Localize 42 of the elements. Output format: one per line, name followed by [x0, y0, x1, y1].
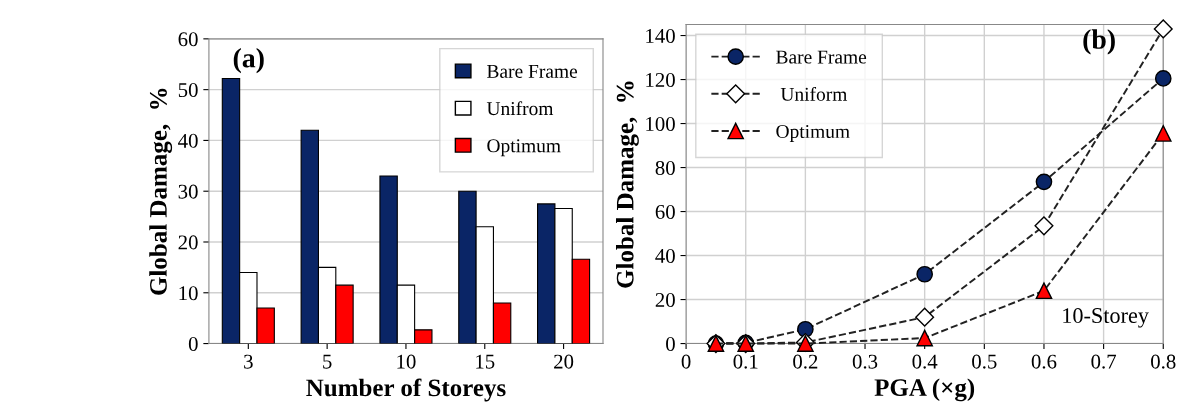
y-axis-title: Global Damage, % [149, 88, 173, 295]
x-tick-label: 15 [476, 354, 495, 369]
y-tick-label: 60 [178, 32, 198, 47]
legend-label: Uniform [780, 86, 848, 101]
x-tick-label: 0.5 [972, 354, 997, 369]
legend-label: Bare Frame [776, 50, 867, 64]
legend-label: Optimum [487, 139, 561, 157]
x-tick-label: 10 [397, 354, 416, 369]
x-tick-label: 20 [554, 354, 574, 369]
y-axis-title: Global Damage, % [616, 81, 639, 288]
y-tick-label: 40 [655, 248, 675, 263]
x-tick-label: 0 [681, 354, 691, 369]
y-tick-label: 60 [655, 204, 675, 219]
y-tick-label: 0 [188, 336, 198, 351]
x-tick-label: 0.2 [793, 354, 818, 369]
y-tick-label: 10 [179, 286, 198, 301]
x-axis-title: Number of Storeys [306, 378, 506, 402]
x-tick-label: 0.1 [733, 354, 758, 369]
annotation: 10-Storey [1063, 308, 1149, 328]
legend-label: Optimum [776, 124, 850, 142]
legend-label: Bare Frame [487, 65, 578, 78]
y-tick-label: 0 [666, 336, 675, 351]
annotation: (a) [233, 48, 264, 74]
y-tick-label: 50 [178, 83, 198, 98]
y-tick-label: 80 [655, 160, 675, 175]
y-tick-label: 40 [178, 133, 198, 148]
x-tick-label: 0.4 [912, 354, 938, 369]
y-tick-label: 140 [646, 28, 675, 43]
y-tick-label: 100 [646, 116, 675, 131]
y-tick-label: 30 [178, 184, 198, 199]
y-tick-label: 20 [655, 292, 675, 307]
x-tick-label: 5 [323, 354, 332, 369]
x-tick-label: 0.6 [1031, 354, 1057, 369]
x-tick-label: 0.3 [852, 354, 878, 369]
annotation: (b) [1083, 29, 1115, 55]
y-tick-label: 120 [646, 72, 675, 87]
x-axis-title: PGA (×g) [874, 378, 975, 402]
x-tick-label: 3 [244, 354, 253, 369]
x-tick-label: 0.7 [1091, 354, 1117, 369]
y-tick-label: 20 [178, 235, 198, 250]
legend-label: Unifrom [486, 101, 554, 116]
x-tick-label: 0.8 [1151, 354, 1176, 369]
